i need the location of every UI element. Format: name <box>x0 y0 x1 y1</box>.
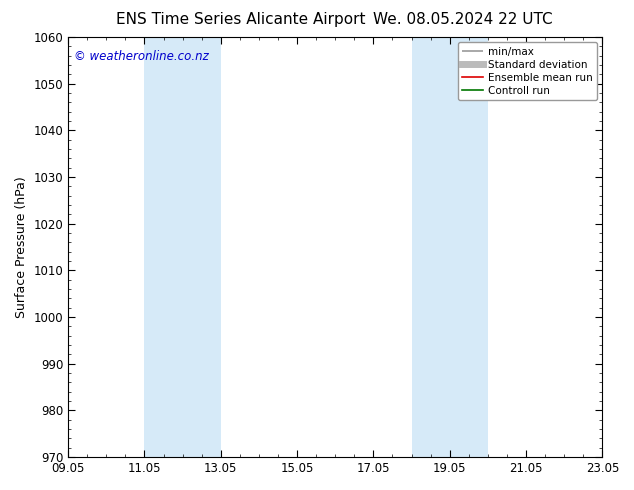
Y-axis label: Surface Pressure (hPa): Surface Pressure (hPa) <box>15 176 28 318</box>
Text: © weatheronline.co.nz: © weatheronline.co.nz <box>74 50 208 63</box>
Text: ENS Time Series Alicante Airport: ENS Time Series Alicante Airport <box>116 12 366 27</box>
Text: We. 08.05.2024 22 UTC: We. 08.05.2024 22 UTC <box>373 12 553 27</box>
Legend: min/max, Standard deviation, Ensemble mean run, Controll run: min/max, Standard deviation, Ensemble me… <box>458 42 597 100</box>
Bar <box>145 37 221 457</box>
Bar <box>411 37 488 457</box>
